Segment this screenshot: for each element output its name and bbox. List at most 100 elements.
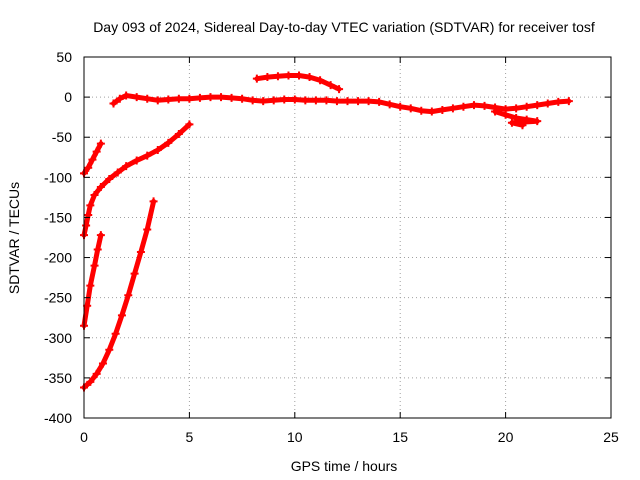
- plot-frame: [83, 56, 612, 419]
- data-point: [326, 81, 335, 90]
- data-point: [375, 97, 384, 106]
- data-point: [332, 97, 341, 106]
- data-point: [554, 97, 563, 106]
- data-point: [143, 151, 152, 160]
- data-layer: [80, 71, 573, 392]
- y-axis-label: SDTVAR / TECUs: [6, 182, 22, 294]
- data-point: [122, 162, 131, 171]
- data-point: [132, 156, 141, 165]
- x-tick-label: 15: [392, 429, 408, 445]
- data-point: [263, 73, 272, 82]
- data-point: [132, 93, 141, 102]
- data-point: [113, 168, 122, 177]
- series-3: [252, 71, 344, 94]
- y-tick-label: 0: [64, 89, 72, 105]
- y-tick-label: -50: [52, 129, 72, 145]
- data-point: [518, 121, 527, 130]
- data-point: [248, 96, 257, 105]
- data-point: [195, 93, 204, 102]
- data-point: [284, 71, 293, 80]
- data-point: [512, 104, 521, 113]
- data-point: [115, 94, 124, 103]
- data-point: [311, 96, 320, 105]
- data-point: [206, 93, 215, 102]
- y-tick-label: -100: [44, 169, 72, 185]
- data-point: [96, 231, 105, 240]
- data-point: [111, 329, 120, 338]
- data-point: [385, 100, 394, 109]
- data-point: [501, 110, 510, 119]
- data-point: [164, 138, 173, 147]
- data-point: [543, 99, 552, 108]
- data-point: [227, 93, 236, 102]
- data-point: [533, 101, 542, 110]
- y-tick-label: -250: [44, 290, 72, 306]
- data-point: [86, 377, 95, 386]
- data-point: [217, 93, 226, 102]
- data-point: [153, 96, 162, 105]
- data-point: [480, 101, 489, 110]
- data-point: [259, 97, 268, 106]
- series-2: [491, 107, 542, 130]
- data-point: [92, 369, 101, 378]
- x-tick-label: 0: [80, 429, 88, 445]
- y-tick-label: -300: [44, 330, 72, 346]
- data-point: [322, 96, 331, 105]
- chart-title: Day 093 of 2024, Sidereal Day-to-day VTE…: [93, 19, 595, 35]
- data-point: [316, 76, 325, 85]
- data-point: [533, 117, 542, 126]
- data-point: [117, 311, 126, 320]
- data-point: [343, 97, 352, 106]
- data-point: [143, 225, 152, 234]
- data-point: [290, 95, 299, 104]
- data-point: [98, 359, 107, 368]
- x-axis-label: GPS time / hours: [291, 458, 398, 474]
- y-tick-label: -350: [44, 370, 72, 386]
- data-point: [90, 190, 99, 199]
- data-point: [269, 96, 278, 105]
- data-point: [335, 85, 344, 94]
- data-point: [469, 101, 478, 110]
- y-tick-label: -200: [44, 250, 72, 266]
- data-point: [238, 94, 247, 103]
- data-point: [109, 99, 118, 108]
- data-point: [105, 345, 114, 354]
- data-point: [507, 118, 516, 127]
- y-tick-label: -400: [44, 410, 72, 426]
- data-point: [301, 96, 310, 105]
- data-point: [305, 73, 314, 82]
- x-tick-label: 20: [498, 429, 514, 445]
- data-point: [427, 107, 436, 116]
- data-point: [417, 106, 426, 115]
- data-point: [96, 182, 105, 191]
- data-point: [164, 95, 173, 104]
- data-point: [84, 163, 93, 172]
- data-point: [448, 104, 457, 113]
- data-point: [185, 120, 194, 129]
- data-point: [143, 94, 152, 103]
- data-point: [564, 97, 573, 106]
- data-point: [522, 115, 531, 124]
- data-point: [149, 197, 158, 206]
- data-point: [92, 147, 101, 156]
- data-point: [252, 74, 261, 83]
- data-point: [185, 94, 194, 103]
- data-point: [295, 71, 304, 80]
- data-point: [406, 104, 415, 113]
- ticks: 0 5 10 15 20 25 50 0 -50 -100 -150 -200 -250 -300 -350…: [44, 49, 619, 445]
- data-point: [130, 269, 139, 278]
- data-point: [280, 95, 289, 104]
- data-point: [396, 102, 405, 111]
- data-point: [512, 113, 521, 122]
- y-tick-label: 50: [56, 49, 72, 65]
- data-point: [88, 155, 97, 164]
- data-point: [96, 139, 105, 148]
- x-tick-label: 10: [287, 429, 303, 445]
- y-tick-label: -150: [44, 209, 72, 225]
- data-point: [136, 247, 145, 256]
- data-point: [90, 261, 99, 270]
- data-point: [153, 146, 162, 155]
- data-point: [105, 174, 114, 183]
